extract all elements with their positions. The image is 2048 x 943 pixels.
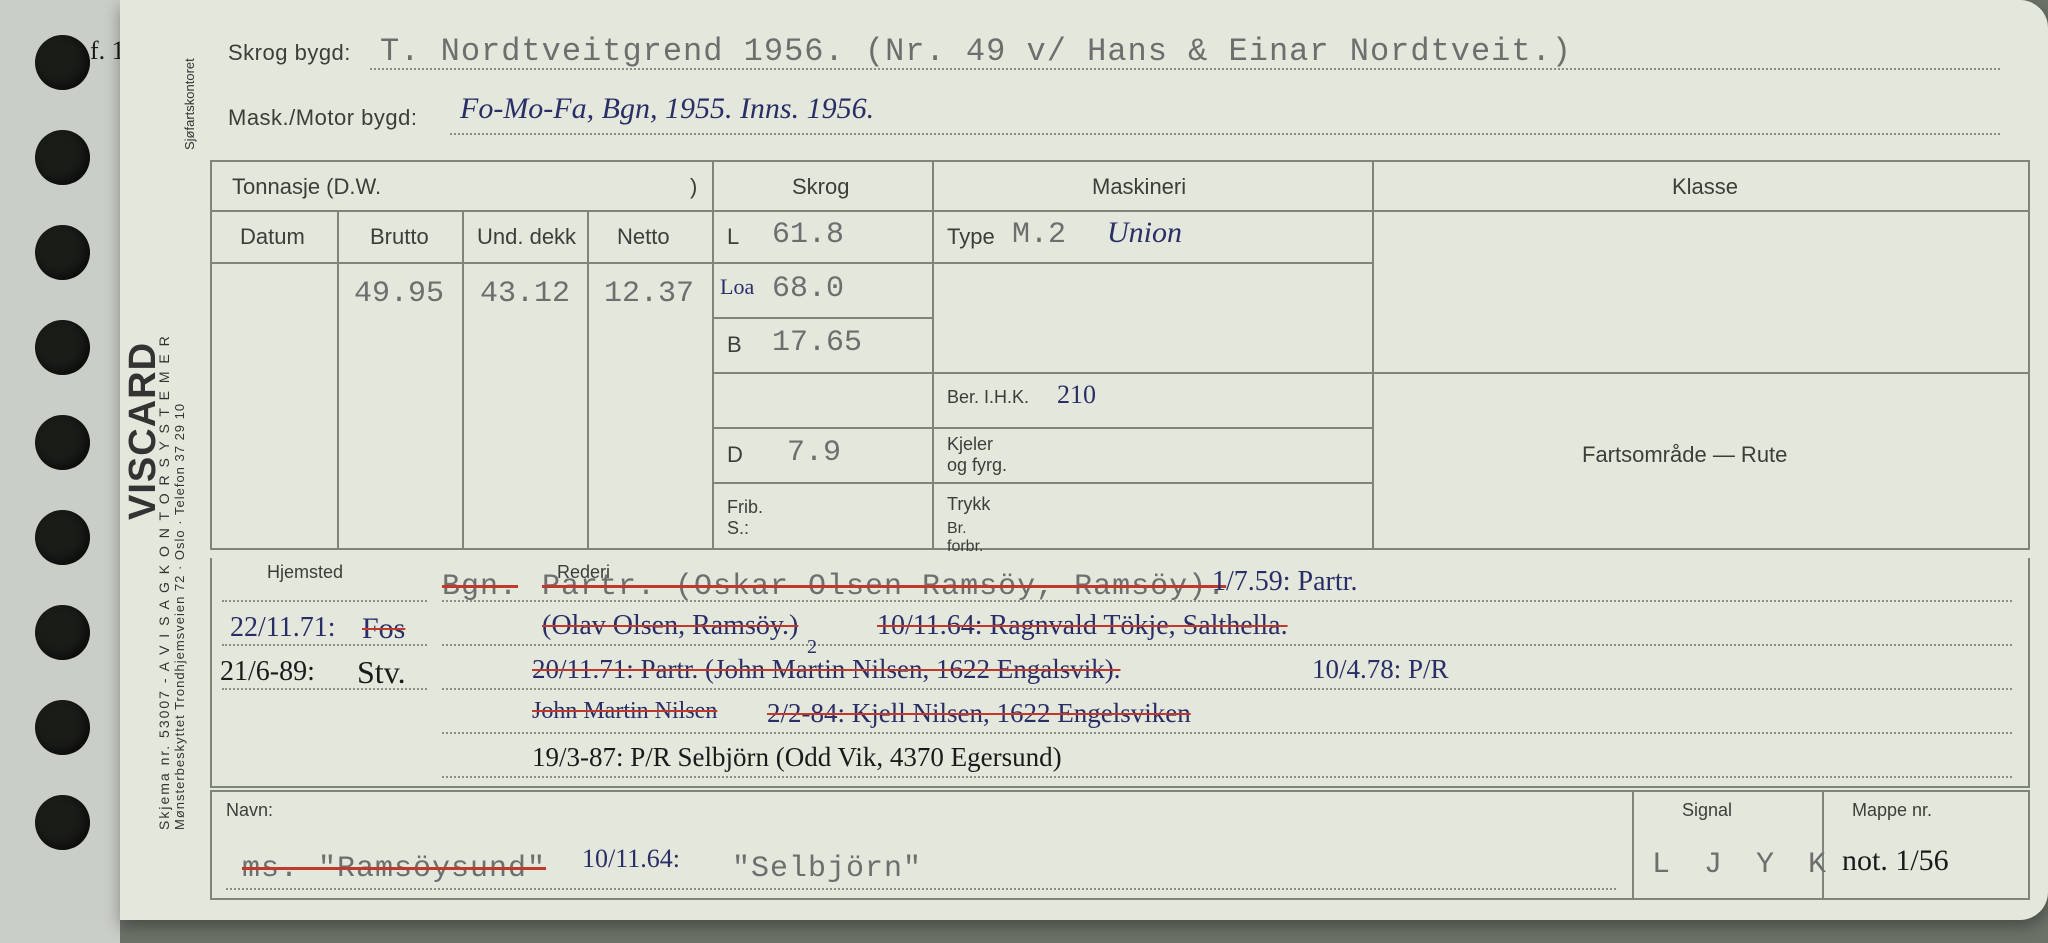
label-D: D bbox=[727, 442, 743, 468]
punch-hole bbox=[35, 415, 90, 470]
value-signal: L J Y K bbox=[1652, 848, 1834, 882]
hjemsted-2: Fos bbox=[362, 612, 405, 646]
gutter-sjofart: Sjøfartskontoret bbox=[182, 58, 197, 150]
label-frib: Frib. S.: bbox=[727, 497, 763, 539]
rederi-4a: John Martin Nilsen bbox=[532, 698, 717, 725]
value-B: 17.65 bbox=[772, 326, 862, 360]
value-skrog-bygd: T. Nordtveitgrend 1956. (Nr. 49 v/ Hans … bbox=[380, 33, 1572, 70]
value-type-hand: Union bbox=[1107, 216, 1182, 250]
navn-new: "Selbjörn" bbox=[732, 852, 922, 886]
label-fartsomrade: Fartsområde — Rute bbox=[1582, 442, 1787, 468]
value-D: 7.9 bbox=[787, 436, 841, 470]
label-hjemsted: Hjemsted bbox=[267, 562, 343, 583]
value-Loa: 68.0 bbox=[772, 272, 844, 306]
card-gutter: VISCARD Skjema nr. 53007 - A V I S A G K… bbox=[120, 0, 190, 920]
rederi-5: 19/3-87: P/R Selbjörn (Odd Vik, 4370 Ege… bbox=[532, 742, 1062, 773]
navn-date: 10/11.64: bbox=[582, 844, 680, 874]
gutter-line-2: Mønsterbeskyttet Trondhjemsveien 72 · Os… bbox=[172, 403, 187, 830]
value-ber-ihk: 210 bbox=[1057, 380, 1096, 410]
label-mappe: Mappe nr. bbox=[1852, 800, 1932, 821]
label-L: L bbox=[727, 224, 739, 250]
label-mask-bygd: Mask./Motor bygd: bbox=[228, 105, 417, 131]
rederi-2b: 10/11.64: Ragnvald Tökje, Salthella. bbox=[877, 610, 1288, 642]
hjemsted-date-2: 22/11.71: bbox=[230, 612, 336, 644]
value-L: 61.8 bbox=[772, 218, 844, 252]
hjemsted-3: Stv. bbox=[357, 654, 406, 691]
hjemsted-1: Bgn. bbox=[442, 570, 518, 604]
perforation-strip bbox=[0, 0, 120, 943]
label-klasse: Klasse bbox=[1672, 174, 1738, 200]
navn-old: ms. "Ramsöysund" bbox=[242, 852, 546, 886]
ownership-block: Hjemsted Rederi Bgn. Partr. (Oskar Olsen… bbox=[210, 558, 2030, 788]
label-ber-ihk: Ber. I.H.K. bbox=[947, 387, 1029, 408]
value-mask-bygd: Fo-Mo-Fa, Bgn, 1955. Inns. 1956. bbox=[460, 92, 874, 126]
label-kjeler: Kjeler og fyrg. bbox=[947, 434, 1007, 476]
value-brutto: 49.95 bbox=[354, 277, 444, 311]
punch-hole bbox=[35, 35, 90, 90]
rederi-2a: (Olav Olsen, Ramsöy.) bbox=[542, 610, 798, 642]
label-skrog: Skrog bbox=[792, 174, 849, 200]
punch-hole bbox=[35, 795, 90, 850]
value-netto: 12.37 bbox=[604, 277, 694, 311]
punch-hole bbox=[35, 225, 90, 280]
label-signal: Signal bbox=[1682, 800, 1732, 821]
value-mappe: not. 1/56 bbox=[1842, 844, 1949, 878]
rederi-1b: 1/7.59: Partr. bbox=[1212, 566, 1357, 598]
spec-table: Tonnasje (D.W. ) Datum Brutto Und. dekk … bbox=[210, 160, 2030, 550]
label-und-dekk: Und. dekk bbox=[477, 224, 576, 250]
label-skrog-bygd: Skrog bygd: bbox=[228, 40, 351, 66]
index-card: VISCARD Skjema nr. 53007 - A V I S A G K… bbox=[120, 0, 2048, 920]
label-navn: Navn: bbox=[226, 800, 273, 821]
label-br-forbr2: Br. forbr. bbox=[947, 520, 983, 556]
gutter-line-1: Skjema nr. 53007 - A V I S A G K O N T O… bbox=[156, 334, 172, 830]
label-Loa: Loa bbox=[720, 274, 754, 300]
rederi-3a-sup: 2 bbox=[807, 636, 817, 659]
footer-block: Navn: ms. "Ramsöysund" 10/11.64: "Selbjö… bbox=[210, 790, 2030, 900]
label-type: Type bbox=[947, 224, 995, 250]
hjemsted-date-3: 21/6-89: bbox=[220, 656, 315, 688]
rederi-3a: 20/11.71: Partr. (John Martin Nilsen, 16… bbox=[532, 654, 1120, 685]
label-tonnasje: Tonnasje (D.W. bbox=[232, 174, 381, 200]
rederi-1: Partr. (Oskar Olsen Ramsöy, Ramsöy). bbox=[542, 570, 1226, 604]
rederi-4b: 2/2-84: Kjell Nilsen, 1622 Engelsviken bbox=[767, 698, 1191, 729]
punch-hole bbox=[35, 130, 90, 185]
punch-hole bbox=[35, 700, 90, 755]
label-maskineri: Maskineri bbox=[1092, 174, 1186, 200]
value-type: M.2 bbox=[1012, 218, 1066, 252]
label-trykk: Trykk bbox=[947, 494, 990, 515]
value-und-dekk: 43.12 bbox=[480, 277, 570, 311]
label-netto: Netto bbox=[617, 224, 670, 250]
punch-hole bbox=[35, 605, 90, 660]
rederi-3b: 10/4.78: P/R bbox=[1312, 654, 1449, 685]
punch-hole bbox=[35, 510, 90, 565]
punch-hole bbox=[35, 320, 90, 375]
label-B: B bbox=[727, 332, 742, 358]
label-brutto: Brutto bbox=[370, 224, 429, 250]
label-tonnasje-close: ) bbox=[690, 174, 697, 200]
label-datum: Datum bbox=[240, 224, 305, 250]
